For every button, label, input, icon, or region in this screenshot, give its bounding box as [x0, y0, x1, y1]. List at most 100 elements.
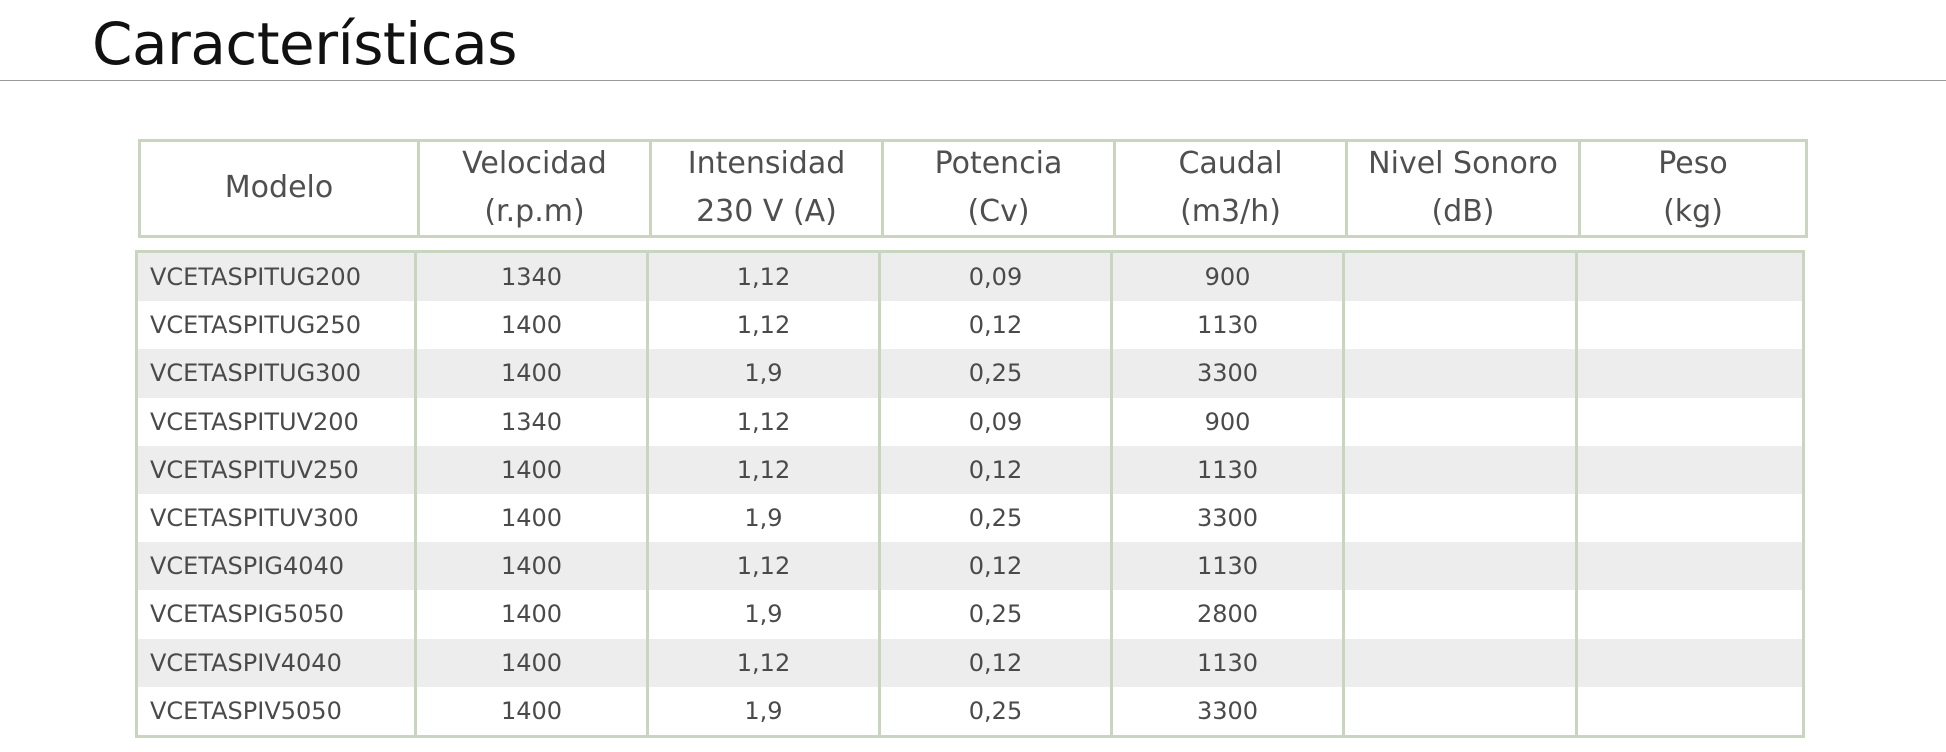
- value-cell: [1345, 638, 1578, 687]
- value-cell: 2800: [1113, 590, 1345, 639]
- header-potencia: Potencia (Cv): [884, 142, 1116, 235]
- model-cell: VCETASPIG4040: [138, 542, 417, 591]
- value-cell: 1,9: [649, 590, 881, 639]
- model-cell: VCETASPITUG200: [138, 253, 417, 302]
- model-cell: VCETASPITUV200: [138, 397, 417, 446]
- header-label: Potencia: [934, 145, 1063, 181]
- value-cell: [1578, 590, 1802, 638]
- value-cell: 0,12: [881, 445, 1113, 494]
- value-cell: [1345, 493, 1578, 543]
- header-label: Intensidad: [687, 145, 846, 181]
- header-unit: 230 V (A): [696, 193, 837, 229]
- value-cell: 0,12: [881, 542, 1113, 591]
- table-row: VCETASPIV4040 1400 1,12 0,12 1130: [138, 638, 1802, 687]
- value-cell: [1345, 686, 1578, 735]
- value-cell: [1578, 687, 1802, 735]
- header-label: Modelo: [224, 169, 334, 205]
- header-velocidad: Velocidad (r.p.m): [420, 142, 652, 235]
- model-cell: VCETASPIV4040: [138, 638, 417, 687]
- value-cell: 900: [1113, 253, 1345, 302]
- value-cell: [1578, 349, 1802, 397]
- value-cell: 1130: [1113, 638, 1345, 687]
- header-unit: (r.p.m): [484, 193, 585, 229]
- value-cell: 1340: [417, 397, 649, 446]
- value-cell: [1345, 349, 1578, 398]
- table-row: VCETASPIG5050 1400 1,9 0,25 2800: [138, 590, 1802, 639]
- value-cell: [1578, 494, 1802, 542]
- value-cell: 3300: [1113, 349, 1345, 398]
- value-cell: 3300: [1113, 686, 1345, 735]
- value-cell: 1400: [417, 493, 649, 543]
- value-cell: 1400: [417, 590, 649, 639]
- page-title: Características: [92, 10, 517, 78]
- value-cell: 1130: [1113, 301, 1345, 350]
- value-cell: 1400: [417, 542, 649, 591]
- model-cell: VCETASPITUV300: [138, 493, 417, 543]
- header-caudal: Caudal (m3/h): [1116, 142, 1348, 235]
- value-cell: 1,12: [649, 397, 881, 446]
- value-cell: 0,25: [881, 349, 1113, 398]
- table-row: VCETASPIV5050 1400 1,9 0,25 3300: [138, 686, 1802, 735]
- value-cell: 1,12: [649, 301, 881, 350]
- value-cell: 1400: [417, 349, 649, 398]
- value-cell: [1345, 253, 1578, 302]
- value-cell: [1578, 542, 1802, 590]
- model-cell: VCETASPIV5050: [138, 686, 417, 735]
- value-cell: 1400: [417, 445, 649, 494]
- value-cell: [1345, 397, 1578, 446]
- table-row: VCETASPITUV300 1400 1,9 0,25 3300: [138, 493, 1802, 543]
- value-cell: [1578, 446, 1802, 494]
- value-cell: [1578, 253, 1802, 301]
- value-cell: [1345, 301, 1578, 350]
- value-cell: 1,12: [649, 638, 881, 687]
- title-divider: [0, 80, 1946, 81]
- table-row: VCETASPITUG250 1400 1,12 0,12 1130: [138, 301, 1802, 350]
- value-cell: 3300: [1113, 493, 1345, 543]
- value-cell: 0,25: [881, 686, 1113, 735]
- value-cell: 0,09: [881, 397, 1113, 446]
- header-unit: (dB): [1431, 193, 1495, 229]
- value-cell: 1,12: [649, 253, 881, 302]
- value-cell: 0,12: [881, 301, 1113, 350]
- value-cell: [1578, 639, 1802, 687]
- value-cell: [1578, 398, 1802, 446]
- value-cell: 1400: [417, 301, 649, 350]
- header-label: Caudal: [1178, 145, 1283, 181]
- value-cell: 900: [1113, 397, 1345, 446]
- header-unit: (kg): [1663, 193, 1723, 229]
- value-cell: 0,25: [881, 590, 1113, 639]
- value-cell: 0,09: [881, 253, 1113, 302]
- value-cell: 1,12: [649, 445, 881, 494]
- value-cell: 1,9: [649, 686, 881, 735]
- table-row: VCETASPITUG200 1340 1,12 0,09 900: [138, 253, 1802, 302]
- model-cell: VCETASPITUV250: [138, 445, 417, 494]
- value-cell: [1578, 301, 1802, 349]
- value-cell: 1400: [417, 638, 649, 687]
- value-cell: 0,25: [881, 493, 1113, 543]
- value-cell: 1130: [1113, 542, 1345, 591]
- value-cell: 1340: [417, 253, 649, 302]
- header-unit: (m3/h): [1180, 193, 1281, 229]
- header-unit: (Cv): [967, 193, 1030, 229]
- table-row: VCETASPITUV200 1340 1,12 0,09 900: [138, 397, 1802, 446]
- value-cell: [1345, 445, 1578, 494]
- model-cell: VCETASPIG5050: [138, 590, 417, 639]
- header-intensidad: Intensidad 230 V (A): [652, 142, 884, 235]
- value-cell: 1,9: [649, 493, 881, 543]
- header-nivel-sonoro: Nivel Sonoro (dB): [1348, 142, 1581, 235]
- value-cell: 0,12: [881, 638, 1113, 687]
- value-cell: 1130: [1113, 445, 1345, 494]
- value-cell: [1345, 542, 1578, 591]
- value-cell: [1345, 590, 1578, 639]
- header-label: Nivel Sonoro: [1368, 145, 1558, 181]
- model-cell: VCETASPITUG250: [138, 301, 417, 350]
- table-header: Modelo Velocidad (r.p.m) Intensidad 230 …: [138, 139, 1808, 238]
- value-cell: 1,12: [649, 542, 881, 591]
- header-modelo: Modelo: [141, 142, 420, 235]
- model-cell: VCETASPITUG300: [138, 349, 417, 398]
- table-row: VCETASPITUG300 1400 1,9 0,25 3300: [138, 349, 1802, 398]
- table-row: VCETASPIG4040 1400 1,12 0,12 1130: [138, 542, 1802, 591]
- header-label: Velocidad: [462, 145, 607, 181]
- table-body: VCETASPITUG200 1340 1,12 0,09 900 VCETASPITUG…: [135, 250, 1805, 738]
- value-cell: 1400: [417, 686, 649, 735]
